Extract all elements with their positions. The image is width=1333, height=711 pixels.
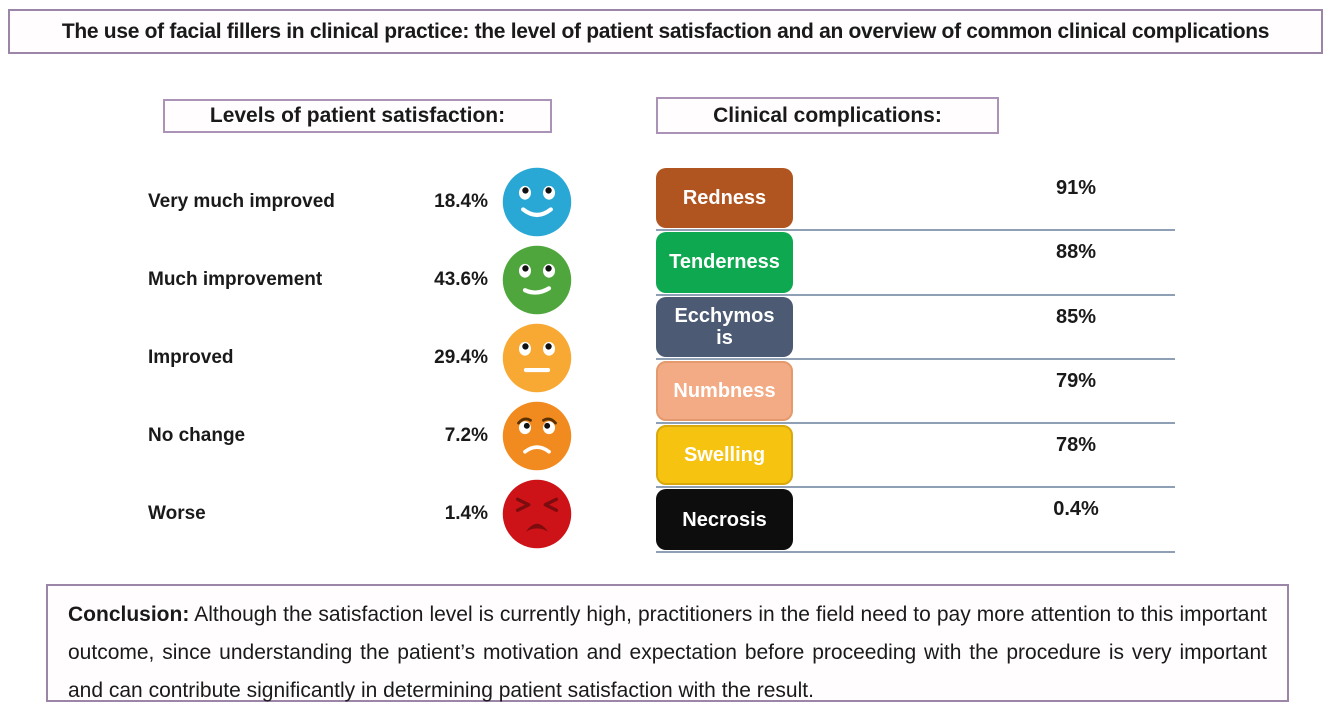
complication-bar: Swelling [656, 425, 793, 486]
complications-panel-title: Clinical complications: [713, 103, 942, 127]
satisfaction-value: 43.6% [434, 269, 488, 290]
figure-title-box: The use of facial fillers in clinical pr… [8, 9, 1323, 54]
satisfaction-panel-header: Levels of patient satisfaction: [163, 99, 552, 133]
complication-value: 78% [1055, 434, 1097, 457]
satisfaction-row-no-change: No change 7.2% [148, 397, 574, 475]
happy-face-icon [502, 167, 572, 237]
complication-row-necrosis: Necrosis 0.4% [656, 488, 1175, 553]
complication-bar: Necrosis [656, 489, 793, 550]
neutral-face-icon [502, 323, 572, 393]
complication-label: Swelling [683, 444, 766, 467]
satisfaction-value: 18.4% [434, 191, 488, 212]
conclusion-box: Conclusion: Although the satisfaction le… [46, 584, 1289, 702]
satisfaction-label: Improved [148, 347, 234, 368]
satisfaction-value: 7.2% [444, 425, 488, 446]
complications-panel-header: Clinical complications: [656, 97, 999, 134]
satisfaction-label: Much improvement [148, 269, 323, 290]
satisfaction-row-improved: Improved 29.4% [148, 319, 574, 397]
complication-bar: Redness [656, 168, 793, 229]
complication-label: Redness [682, 187, 767, 210]
complication-row-tenderness: Tenderness 88% [656, 231, 1175, 296]
satisfaction-list: Very much improved 18.4% Much improvemen… [148, 163, 574, 553]
angry-face-icon [502, 479, 572, 549]
satisfaction-label: No change [148, 425, 246, 446]
complication-value: 0.4% [1053, 498, 1099, 521]
satisfaction-label: Very much improved [148, 191, 335, 212]
worried-face-icon [502, 401, 572, 471]
complication-row-ecchymosis: Ecchymosis 85% [656, 296, 1175, 360]
complications-list: Redness 91% Tenderness 88% Ecchymosis 85… [656, 167, 1175, 553]
complication-label: Ecchymosis [674, 304, 775, 349]
satisfaction-value: 1.4% [444, 503, 488, 524]
satisfaction-panel-title: Levels of patient satisfaction: [209, 104, 506, 127]
satisfaction-value: 29.4% [434, 347, 488, 368]
complication-value: 79% [1055, 369, 1097, 392]
complication-row-numbness: Numbness 79% [656, 360, 1175, 425]
complication-bar: Ecchymosis [656, 296, 793, 357]
complication-label: Necrosis [682, 508, 767, 531]
satisfaction-row-much-improvement: Much improvement 43.6% [148, 241, 574, 319]
complication-bar: Tenderness [656, 232, 793, 293]
complication-bar: Numbness [656, 360, 793, 422]
pleased-face-icon [502, 245, 572, 315]
complication-row-swelling: Swelling 78% [656, 424, 1175, 489]
conclusion-text: Although the satisfaction level is curre… [68, 603, 1267, 702]
complication-value: 85% [1055, 305, 1097, 328]
satisfaction-row-very-much-improved: Very much improved 18.4% [148, 163, 574, 241]
complication-value: 91% [1055, 177, 1097, 199]
complication-row-redness: Redness 91% [656, 167, 1175, 232]
satisfaction-row-worse: Worse 1.4% [148, 475, 574, 553]
conclusion-label: Conclusion: [68, 603, 190, 626]
complication-label: Numbness [673, 380, 776, 403]
complication-label: Tenderness [669, 251, 780, 274]
satisfaction-label: Worse [148, 503, 206, 524]
complication-value: 88% [1055, 241, 1097, 264]
figure-title: The use of facial fillers in clinical pr… [61, 19, 1270, 43]
